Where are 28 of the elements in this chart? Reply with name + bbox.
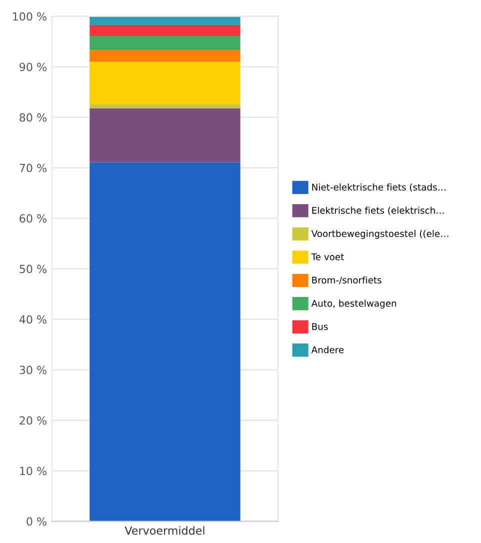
x-tick-label: Vervoermiddel <box>124 526 204 535</box>
legend-label: Elektrische fiets (elektrisch… <box>312 206 444 215</box>
y-tick-label: 70 % <box>20 164 46 172</box>
bar <box>90 104 240 108</box>
y-tick-label: 60 % <box>20 214 46 223</box>
y-tick-label: 90 % <box>20 62 46 72</box>
legend-label: Niet-elektrische fiets (stads… <box>312 183 446 192</box>
y-tick-label: 100 % <box>13 12 46 21</box>
y-tick-label: 40 % <box>19 315 46 324</box>
bar <box>90 16 240 25</box>
legend-label: Bus <box>312 323 328 330</box>
bar <box>90 24 240 36</box>
legend-label: Auto, bestelwagen <box>311 300 396 309</box>
y-tick-label: 80 % <box>20 113 46 122</box>
y-tick-label: 0 % <box>26 517 46 526</box>
legend-label: Andere <box>311 346 344 354</box>
y-tick-label: 10 % <box>20 466 46 476</box>
bar <box>90 108 240 162</box>
bar <box>90 36 240 50</box>
y-tick-label: 20 % <box>20 416 46 425</box>
y-tick-label: 30 % <box>20 366 46 374</box>
y-tick-label: 50 % <box>20 264 46 274</box>
bar <box>90 162 240 522</box>
legend-label: Voortbewegingstoestel ((ele… <box>311 230 448 239</box>
bar <box>90 50 240 62</box>
bar <box>90 62 240 104</box>
legend-label: Te voet <box>311 253 344 260</box>
legend-label: Brom-/snorfiets <box>312 276 382 284</box>
